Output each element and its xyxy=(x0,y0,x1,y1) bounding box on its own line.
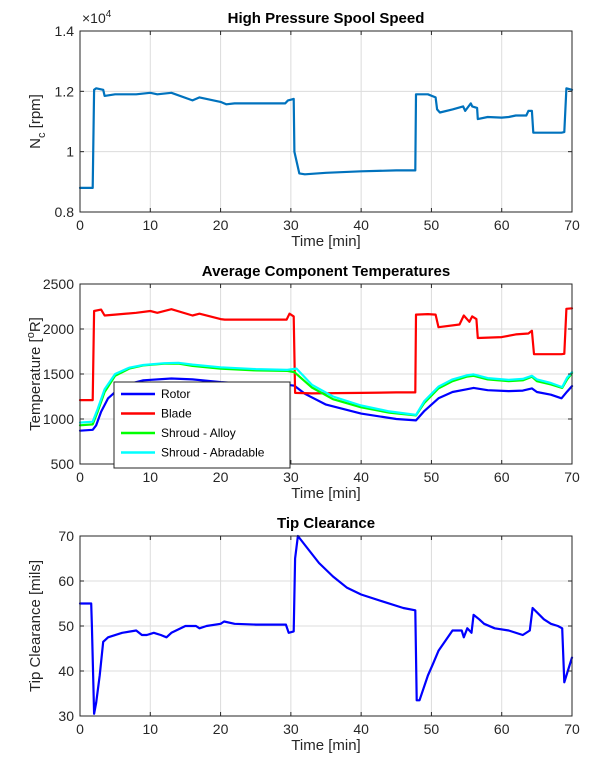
y-tick-label: 50 xyxy=(58,618,74,634)
series-line-shroud-abradable xyxy=(78,361,574,424)
x-tick-label: 50 xyxy=(424,217,440,233)
y-tick-label: 2000 xyxy=(43,321,74,337)
x-axis-label: Time [min] xyxy=(291,233,360,250)
y-axis-label: Temperature [oR] xyxy=(25,317,44,431)
x-tick-label: 0 xyxy=(76,217,84,233)
y-tick-label: 60 xyxy=(58,573,74,589)
series-line-1 xyxy=(78,534,574,715)
chart-title: Average Component Temperatures xyxy=(202,263,450,280)
legend: Rotor Blade Shroud - Alloy Shroud - Abradab… xyxy=(113,381,291,469)
x-tick-label: 10 xyxy=(142,217,158,233)
x-tick-label: 0 xyxy=(76,469,84,485)
x-tick-label: 60 xyxy=(494,217,510,233)
x-tick-label: 30 xyxy=(283,217,299,233)
x-tick-label: 0 xyxy=(76,721,84,737)
y-tick-label: 2500 xyxy=(43,276,74,292)
y-tick-label: 1.2 xyxy=(55,83,75,99)
legend-entry: Shroud - Alloy xyxy=(161,426,236,440)
y-tick-label: 1000 xyxy=(43,411,74,427)
chart-panel-1: 0 10 20 30 40 50 60 70 0.8 1 1.2 1.4 High Pressure S… xyxy=(27,9,580,250)
x-tick-label: 50 xyxy=(424,469,440,485)
axis-exponent: ×104 xyxy=(82,9,112,26)
chart-panel-2: 0 10 20 30 40 50 60 70 500 1000 1500 2000 2500 Averag… xyxy=(25,263,580,502)
x-tick-label: 70 xyxy=(564,217,580,233)
y-axis-label: Tip Clearance [mils] xyxy=(27,560,44,692)
y-tick-label: 1500 xyxy=(43,366,74,382)
legend-entry: Rotor xyxy=(161,387,190,401)
chart-title: High Pressure Spool Speed xyxy=(228,10,425,27)
y-tick-label: 1.4 xyxy=(55,23,75,39)
x-tick-label: 10 xyxy=(142,469,158,485)
y-tick-label: 0.8 xyxy=(55,204,75,220)
x-tick-label: 40 xyxy=(353,469,369,485)
x-tick-label: 30 xyxy=(283,469,299,485)
x-tick-label: 40 xyxy=(353,217,369,233)
x-tick-label: 20 xyxy=(213,217,229,233)
y-tick-label: 30 xyxy=(58,708,74,724)
x-tick-label: 70 xyxy=(564,469,580,485)
series-line-1 xyxy=(78,87,574,189)
plot-area xyxy=(80,31,572,212)
x-tick-label: 20 xyxy=(213,469,229,485)
legend-entry: Shroud - Abradable xyxy=(161,446,265,460)
x-axis-label: Time [min] xyxy=(291,485,360,502)
y-tick-label: 1 xyxy=(66,144,74,160)
x-tick-label: 40 xyxy=(353,721,369,737)
x-tick-label: 20 xyxy=(213,721,229,737)
x-axis-label: Time [min] xyxy=(291,737,360,754)
chart-panel-3: 0 10 20 30 40 50 60 70 30 40 50 60 70 Tip Clearance Ti… xyxy=(27,515,580,754)
x-tick-label: 60 xyxy=(494,469,510,485)
x-tick-label: 10 xyxy=(142,721,158,737)
chart-title: Tip Clearance xyxy=(277,515,375,532)
series-line-blade xyxy=(78,307,574,402)
x-tick-label: 50 xyxy=(424,721,440,737)
y-tick-label: 500 xyxy=(51,456,75,472)
y-tick-label: 40 xyxy=(58,663,74,679)
y-axis-label: Nc [rpm] xyxy=(27,94,48,149)
x-tick-label: 70 xyxy=(564,721,580,737)
x-tick-label: 30 xyxy=(283,721,299,737)
axes-frame xyxy=(79,30,573,213)
x-tick-label: 60 xyxy=(494,721,510,737)
legend-entry: Blade xyxy=(161,407,192,421)
y-tick-label: 70 xyxy=(58,528,74,544)
